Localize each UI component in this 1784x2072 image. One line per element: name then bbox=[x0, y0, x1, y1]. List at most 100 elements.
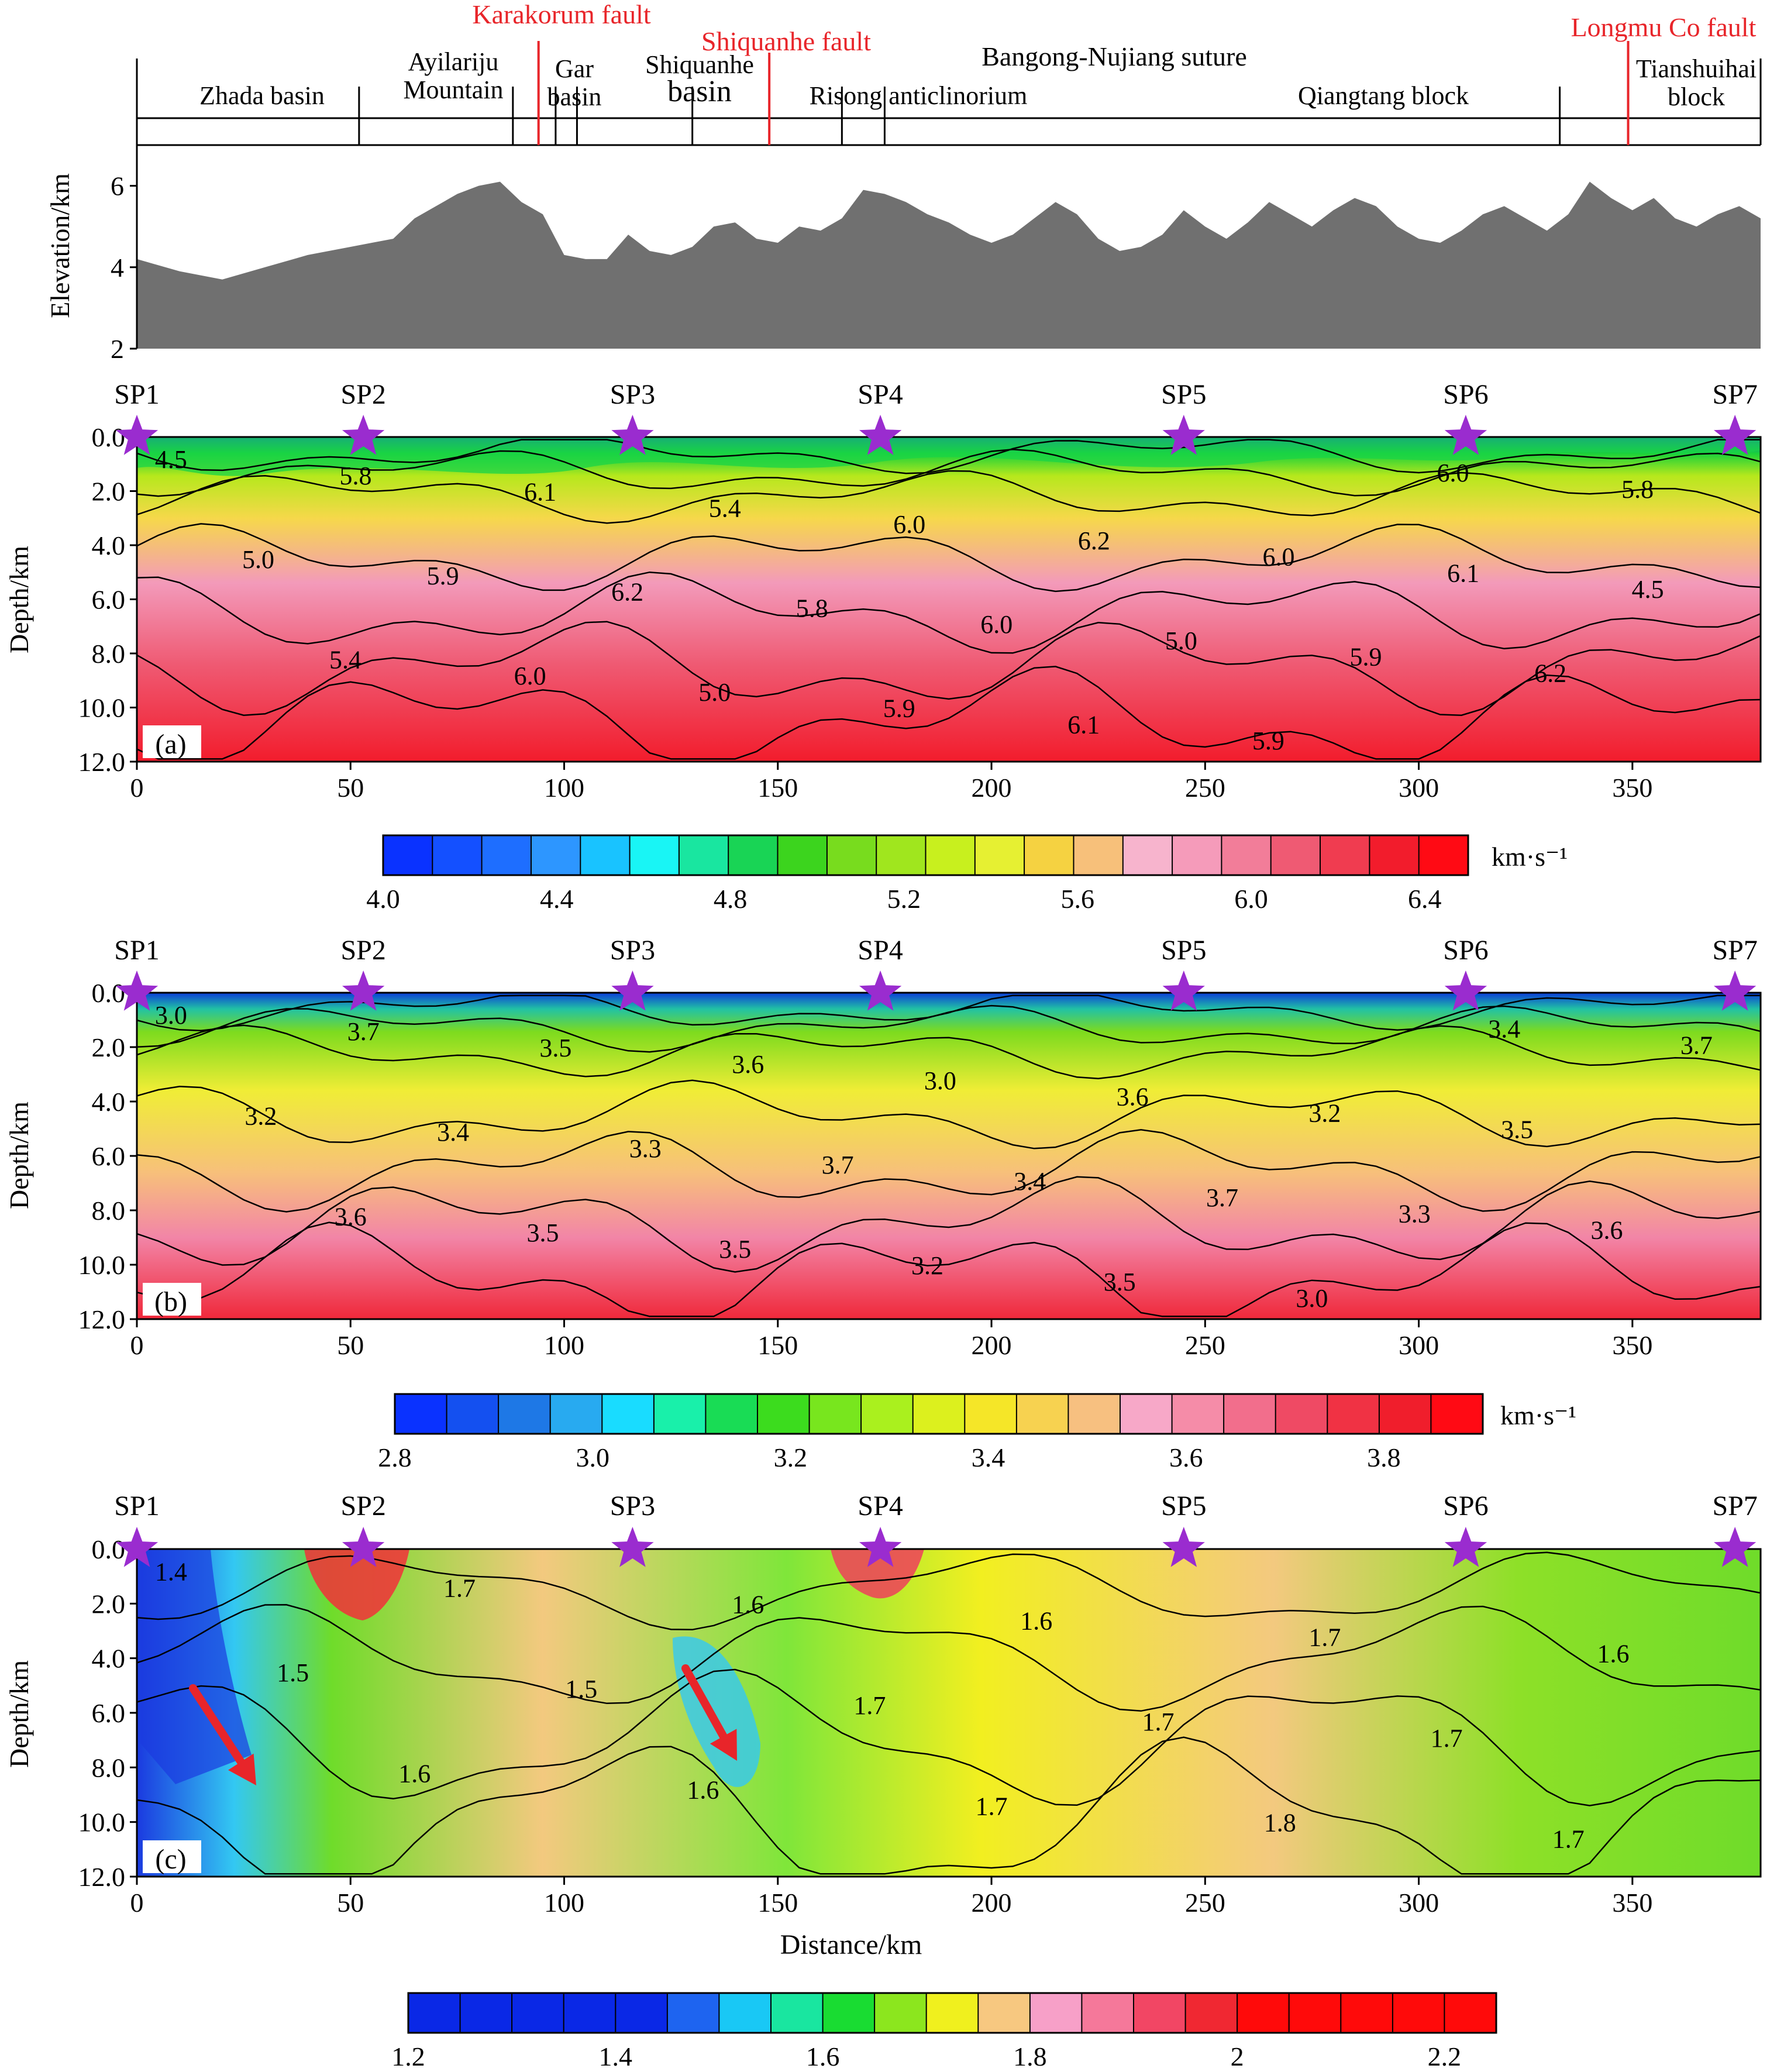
colorbar-cell bbox=[808, 1393, 862, 1434]
contour-line bbox=[136, 1079, 1761, 1149]
contour-line bbox=[136, 571, 1761, 654]
shot-point-label: SP3 bbox=[610, 379, 655, 410]
contour-label: 1.6 bbox=[732, 1590, 764, 1619]
shot-point-star bbox=[1162, 1527, 1205, 1567]
colorbar-tick-label: 4.4 bbox=[540, 884, 574, 914]
elevation-panel: 2 4 6 Elevation/km bbox=[45, 145, 1761, 364]
colorbar-cell bbox=[498, 1393, 552, 1434]
distance-tick-label: 350 bbox=[1612, 773, 1652, 803]
depth-tick-label: 8.0 bbox=[92, 639, 126, 669]
elevation-y-tick-label: 4 bbox=[111, 253, 124, 283]
colorbar-cell bbox=[446, 1393, 500, 1434]
distance-tick-label: 200 bbox=[972, 1888, 1012, 1918]
contour-line bbox=[136, 1176, 1761, 1273]
unit-label: Gar bbox=[555, 54, 594, 83]
colorbar-cell bbox=[653, 1393, 707, 1434]
colorbar-cell bbox=[876, 835, 927, 876]
elevation-y-ticks: 2 4 6 bbox=[111, 145, 138, 364]
distance-tick-label: 250 bbox=[1185, 1330, 1225, 1360]
shot-point-label: SP7 bbox=[1712, 935, 1757, 966]
contour-line bbox=[136, 1604, 1761, 1712]
contour-label: 5.4 bbox=[329, 645, 361, 674]
depth-tick-label: 12.0 bbox=[78, 747, 126, 777]
contour-label: 5.0 bbox=[698, 678, 731, 707]
colorbar-cell bbox=[860, 1393, 914, 1434]
panel-c-high-zone-sp2 bbox=[304, 1549, 409, 1620]
colorbar-a-ticks: 4.0 4.4 4.8 5.2 5.6 6.0 6.4 bbox=[366, 884, 1441, 914]
contour-label: 3.3 bbox=[629, 1134, 662, 1163]
unit-label: block bbox=[1668, 82, 1725, 111]
unit-label: Tianshuihai bbox=[1636, 54, 1757, 83]
panel-c-arrows bbox=[189, 1664, 737, 1785]
panel-b-tag-bg bbox=[143, 1283, 201, 1316]
colorbar-c: 1.2 1.4 1.6 1.8 2 2.2 bbox=[391, 1992, 1497, 2071]
direction-arrow-head bbox=[710, 1729, 737, 1761]
depth-tick-label: 10.0 bbox=[78, 693, 126, 723]
colorbar-cell bbox=[1237, 1992, 1290, 2033]
colorbar-cell bbox=[1430, 1393, 1484, 1434]
colorbar-tick-label: 1.4 bbox=[599, 2042, 633, 2071]
distance-tick-label: 100 bbox=[544, 773, 584, 803]
shot-point-star bbox=[611, 970, 654, 1011]
colorbar-cell bbox=[925, 1992, 979, 2033]
distance-tick-label: 150 bbox=[757, 1330, 798, 1360]
contour-label: 1.4 bbox=[155, 1557, 187, 1586]
shot-point-label: SP1 bbox=[114, 1491, 159, 1522]
contour-label: 1.5 bbox=[277, 1658, 309, 1687]
contour-label: 6.2 bbox=[1534, 659, 1566, 687]
shot-point-label: SP6 bbox=[1443, 379, 1488, 410]
colorbar-c-ticks: 1.2 1.4 1.6 1.8 2 2.2 bbox=[391, 2042, 1461, 2071]
colorbar-cell bbox=[826, 835, 877, 876]
depth-tick-label: 0.0 bbox=[92, 978, 126, 1008]
shot-point-label: SP1 bbox=[114, 379, 159, 410]
distance-tick-label: 150 bbox=[757, 1888, 798, 1918]
panel-c-y-ticks: 0.0 2.0 4.0 6.0 8.0 10.0 12.0 bbox=[78, 1534, 137, 1892]
distance-tick-label: 300 bbox=[1399, 773, 1439, 803]
distance-tick-label: 0 bbox=[130, 1330, 144, 1360]
colorbar-cell bbox=[1327, 1393, 1380, 1434]
contour-line bbox=[136, 448, 1761, 497]
contour-label: 3.2 bbox=[1308, 1099, 1341, 1128]
colorbar-tick-label: 1.8 bbox=[1013, 2042, 1047, 2071]
elevation-area bbox=[137, 181, 1761, 349]
contour-label: 3.2 bbox=[911, 1251, 943, 1280]
shot-point-label: SP7 bbox=[1712, 379, 1757, 410]
contour-label: 1.6 bbox=[1597, 1639, 1630, 1668]
shot-point-label: SP5 bbox=[1161, 935, 1206, 966]
distance-tick-label: 300 bbox=[1399, 1888, 1439, 1918]
contour-label: 5.0 bbox=[242, 545, 274, 574]
depth-tick-label: 2.0 bbox=[92, 477, 126, 507]
shot-point-label: SP6 bbox=[1443, 1491, 1488, 1522]
contour-label: 6.1 bbox=[524, 478, 556, 507]
contour-label: 1.7 bbox=[443, 1574, 476, 1602]
shot-point-star bbox=[115, 415, 159, 455]
colorbar-cell bbox=[1320, 835, 1370, 876]
contour-label: 1.6 bbox=[1020, 1606, 1052, 1635]
panel-a-tag-bg bbox=[143, 725, 201, 758]
distance-tick-label: 0 bbox=[130, 773, 144, 803]
contour-label: 1.7 bbox=[976, 1792, 1008, 1821]
panel-a-y-ticks: 0.0 2.0 4.0 6.0 8.0 10.0 12.0 bbox=[78, 422, 137, 777]
contour-label: 5.9 bbox=[1350, 643, 1382, 672]
contour-line bbox=[136, 1221, 1761, 1317]
contour-label: 5.9 bbox=[427, 562, 459, 590]
shot-point-star bbox=[1444, 415, 1487, 455]
panel-c-field bbox=[137, 1549, 1761, 1877]
contour-label: 4.5 bbox=[1632, 575, 1664, 604]
shot-point-star bbox=[1714, 1527, 1757, 1567]
colorbar-tick-label: 3.8 bbox=[1367, 1443, 1401, 1472]
colorbar-cell bbox=[728, 835, 779, 876]
distance-tick-label: 250 bbox=[1185, 773, 1225, 803]
contour-label: 3.6 bbox=[335, 1202, 367, 1231]
distance-tick-label: 150 bbox=[757, 773, 798, 803]
contour-line bbox=[136, 666, 1761, 760]
unit-labels: Zhada basinAyilarijuMountainGarbasinShiq… bbox=[199, 47, 1757, 111]
colorbar-cell bbox=[777, 835, 828, 876]
contour-label: 5.8 bbox=[796, 594, 828, 622]
contour-label: 6.0 bbox=[893, 510, 925, 539]
colorbar-c-cells bbox=[407, 1992, 1497, 2034]
panel-a-field bbox=[137, 437, 1761, 762]
shot-point-star bbox=[115, 970, 159, 1011]
contour-line bbox=[136, 1551, 1761, 1631]
colorbar-frame bbox=[382, 834, 1469, 876]
